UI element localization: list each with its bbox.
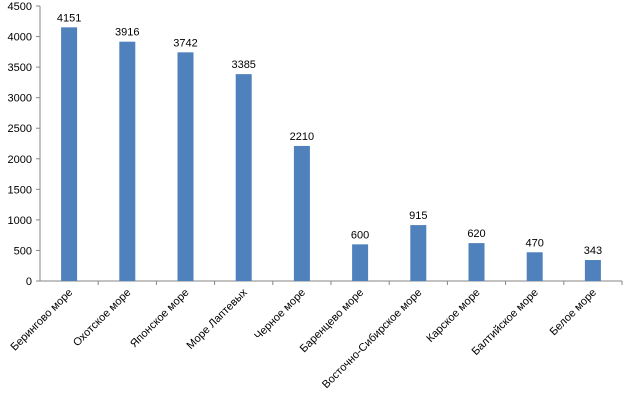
data-label: 343 xyxy=(584,245,602,257)
y-tick-label: 1000 xyxy=(8,215,32,227)
y-tick-label: 4500 xyxy=(8,1,32,13)
bar xyxy=(410,225,427,281)
y-tick-label: 500 xyxy=(14,245,32,257)
data-label: 2210 xyxy=(290,131,314,143)
x-tick-label: Берингово море xyxy=(8,287,75,354)
data-label: 3742 xyxy=(173,37,197,49)
x-tick-label: Баренцево море xyxy=(298,287,366,355)
bar xyxy=(177,52,194,282)
data-label: 3916 xyxy=(115,27,139,39)
x-tick-label: Охотское море xyxy=(71,287,133,349)
bar xyxy=(293,145,310,281)
data-label: 600 xyxy=(351,229,369,241)
data-label: 915 xyxy=(409,210,427,222)
data-label: 470 xyxy=(526,237,544,249)
bar xyxy=(526,252,543,281)
data-label: 4151 xyxy=(57,12,81,24)
y-tick-label: 0 xyxy=(26,276,32,288)
data-label: 620 xyxy=(467,228,485,240)
x-tick-label: Черное море xyxy=(252,287,308,343)
bar xyxy=(119,41,136,281)
y-tick-label: 3500 xyxy=(8,62,32,74)
bar xyxy=(61,27,78,282)
x-tick-label: Море Лаптевых xyxy=(185,286,251,352)
x-tick-label: Карское море xyxy=(424,287,482,345)
y-tick-label: 4000 xyxy=(8,32,32,44)
data-label: 3385 xyxy=(231,59,255,71)
x-tick-label: Белое море xyxy=(548,287,599,338)
y-tick-label: 1500 xyxy=(8,184,32,196)
bar xyxy=(235,74,252,281)
bar xyxy=(352,244,369,281)
y-tick-label: 2000 xyxy=(8,154,32,166)
x-tick-label: Восточно-Сибирское море xyxy=(320,287,424,391)
bar xyxy=(468,243,485,281)
x-tick-label: Японское море xyxy=(128,287,191,350)
y-tick-label: 3000 xyxy=(8,93,32,105)
bar xyxy=(584,260,601,281)
y-tick-label: 2500 xyxy=(8,123,32,135)
